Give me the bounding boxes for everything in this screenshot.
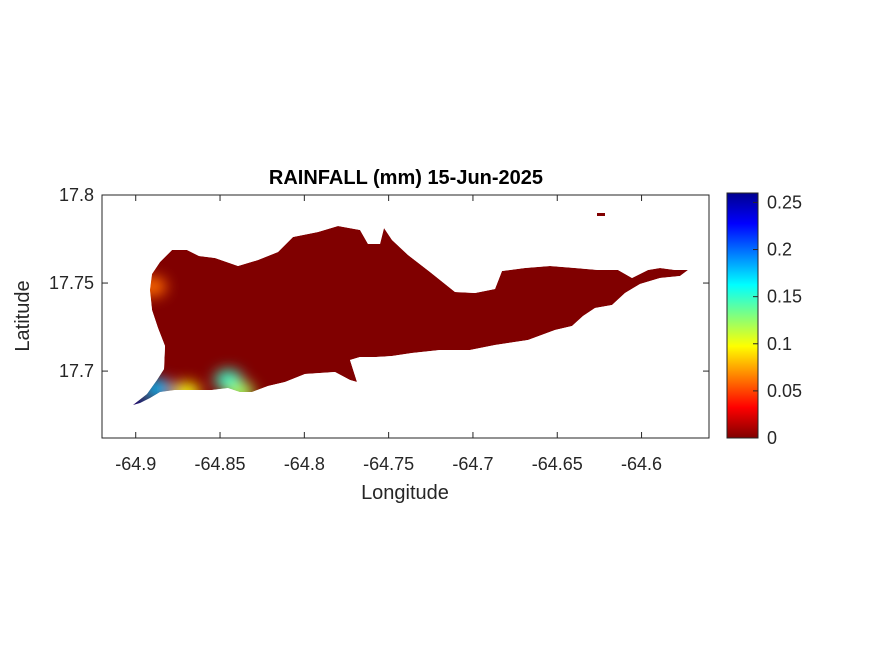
y-tick-label: 17.75 <box>49 273 94 293</box>
x-tick-label: -64.85 <box>195 454 246 474</box>
x-axis-label: Longitude <box>361 482 449 504</box>
islet-marker <box>597 213 605 216</box>
colorbar-tick-label: 0 <box>767 428 777 448</box>
colorbar-ticks: 0 0.05 0.1 0.15 0.2 0.25 <box>753 192 802 448</box>
colorbar-tick-label: 0.1 <box>767 334 792 354</box>
y-axis-ticks: 17.7 17.75 17.8 <box>49 185 709 381</box>
x-tick-label: -64.6 <box>621 454 662 474</box>
x-tick-label: -64.8 <box>284 454 325 474</box>
colorbar-tick-label: 0.15 <box>767 287 802 307</box>
x-tick-label: -64.75 <box>363 454 414 474</box>
colorbar-gradient <box>726 192 759 439</box>
plot-area: -64.9 -64.85 -64.8 -64.75 -64.7 -64.65 -64.6 1… <box>49 185 710 474</box>
colorbar-tick-label: 0.05 <box>767 381 802 401</box>
colorbar-tick-label: 0.2 <box>767 240 792 260</box>
y-tick-label: 17.8 <box>59 185 94 205</box>
y-tick-label: 17.7 <box>59 361 94 381</box>
x-tick-label: -64.9 <box>115 454 156 474</box>
chart-title: RAINFALL (mm) 15-Jun-2025 <box>269 167 543 189</box>
x-tick-label: -64.65 <box>532 454 583 474</box>
x-tick-label: -64.7 <box>452 454 493 474</box>
y-axis-label: Latitude <box>12 280 34 351</box>
colorbar-tick-label: 0.25 <box>767 192 802 212</box>
colorbar: 0 0.05 0.1 0.15 0.2 0.25 <box>726 192 802 448</box>
island-landmass <box>133 226 688 405</box>
x-axis-ticks: -64.9 -64.85 -64.8 -64.75 -64.7 -64.65 -64.6 <box>115 195 662 474</box>
